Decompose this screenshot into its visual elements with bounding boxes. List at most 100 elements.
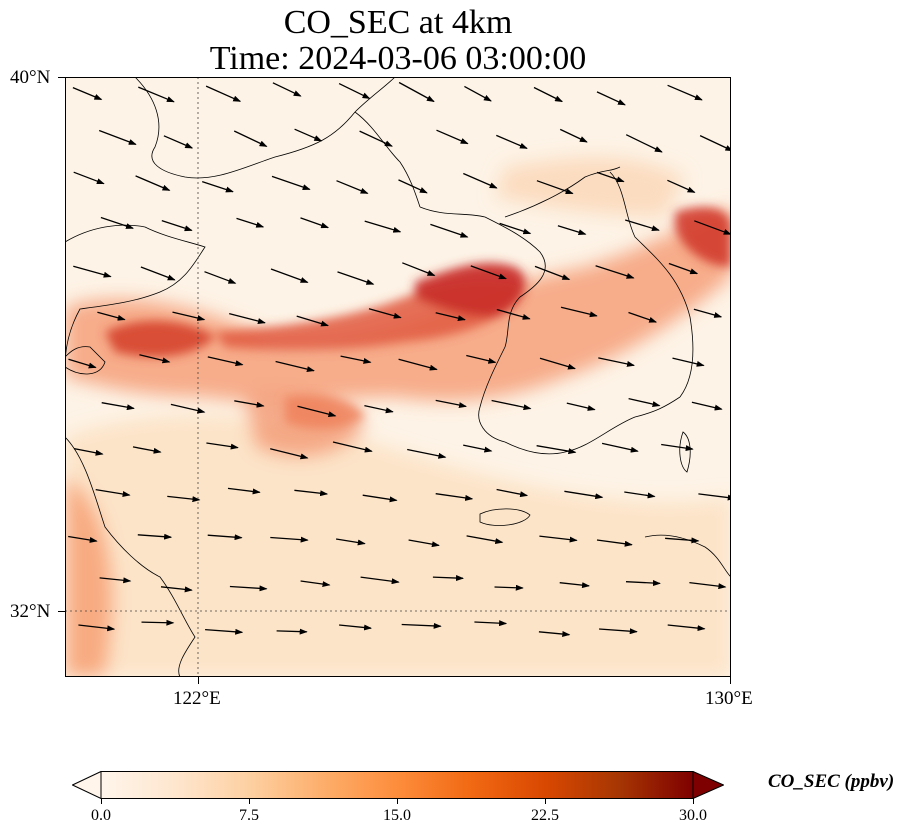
wind-arrow <box>474 620 508 627</box>
wind-arrow <box>667 179 696 193</box>
wind-arrow <box>132 446 162 454</box>
wind-arrow <box>564 490 604 500</box>
wind-arrow <box>665 537 700 544</box>
wind-arrow <box>470 265 507 280</box>
wind-arrow <box>140 266 176 281</box>
wind-arrow <box>398 179 428 194</box>
wind-arrow <box>207 356 244 367</box>
wind-arrow <box>402 262 436 277</box>
wind-arrow <box>137 533 173 540</box>
coastlines <box>65 77 731 677</box>
wind-arrow <box>170 403 206 414</box>
lon-tick-122 <box>198 677 199 684</box>
wind-arrow <box>538 631 571 638</box>
wind-arrow <box>533 86 563 103</box>
wind-arrow <box>560 306 598 318</box>
wind-arrow <box>236 217 265 228</box>
wind-arrow <box>432 575 464 582</box>
lat-label-40: 40°N <box>10 67 51 88</box>
wind-arrow <box>100 216 134 229</box>
map-gridlines <box>65 77 731 677</box>
map-panel <box>65 77 731 677</box>
wind-arrow <box>340 355 372 364</box>
wind-arrow <box>73 265 112 278</box>
wind-arrow <box>463 444 493 453</box>
wind-arrow <box>698 493 731 501</box>
wind-arrow <box>135 175 171 191</box>
wind-arrow <box>161 219 193 232</box>
wind-arrow <box>207 534 243 541</box>
wind-arrow <box>566 402 596 411</box>
wind-arrow <box>98 129 137 146</box>
wind-arrow <box>229 312 266 324</box>
wind-arrow <box>599 628 638 635</box>
wind-arrow <box>339 624 372 631</box>
wind-arrow <box>628 311 658 323</box>
wind-arrow <box>201 180 234 193</box>
wind-arrow <box>138 86 175 103</box>
wind-arrow <box>270 536 309 543</box>
lat-tick-32 <box>58 611 65 612</box>
wind-arrow <box>364 404 394 414</box>
wind-arrow <box>359 130 393 147</box>
jeju-island <box>479 508 531 526</box>
map-title-line1: CO_SEC at 4km <box>283 4 513 41</box>
colorbar-extend-max <box>692 771 724 799</box>
korea-east-coast <box>609 171 694 398</box>
wind-arrow <box>68 358 97 369</box>
korea-north-border <box>504 166 621 218</box>
wind-arrow <box>233 130 268 147</box>
colorbar <box>72 771 724 799</box>
wind-arrow <box>436 129 469 145</box>
wind-arrow <box>435 312 466 321</box>
wind-arrow <box>271 175 311 191</box>
wind-arrow <box>227 487 261 495</box>
wind-arrow <box>72 87 103 101</box>
wind-arrow <box>596 171 625 183</box>
wind-arrow <box>204 271 237 284</box>
wind-arrow <box>496 134 528 149</box>
wind-arrow <box>360 576 400 585</box>
colorbar-tick-mark <box>249 798 250 804</box>
wind-arrow <box>499 222 532 235</box>
wind-arrow <box>78 624 116 632</box>
wind-arrow <box>270 448 309 460</box>
wind-arrow <box>296 315 329 327</box>
colorbar-tick-label: 7.5 <box>239 807 259 824</box>
colorbar-tick-label: 15.0 <box>383 807 411 824</box>
colorbar-title: CO_SEC (ppbv) <box>768 771 895 792</box>
wind-arrow <box>167 495 201 503</box>
colorbar-tick-mark <box>693 798 694 804</box>
wind-arrow <box>407 448 447 459</box>
colorbar-tick-label: 0.0 <box>91 807 111 824</box>
wind-arrow <box>99 577 132 584</box>
wind-arrow <box>699 135 731 152</box>
wind-arrow <box>496 308 531 320</box>
korea-south-coast <box>504 396 681 455</box>
colorbar-tick-mark <box>545 798 546 804</box>
wind-arrow <box>596 539 633 547</box>
wind-arrow <box>398 81 435 103</box>
wind-arrow <box>668 262 699 275</box>
wind-arrow <box>491 399 532 411</box>
wind-arrow <box>276 628 308 635</box>
lat-label-32: 32°N <box>10 601 51 622</box>
wind-arrow <box>559 582 590 589</box>
liaodong-coast <box>354 111 421 208</box>
colorbar-gradient <box>100 771 694 799</box>
wind-arrow <box>672 357 705 367</box>
wind-arrow <box>693 308 723 318</box>
lat-tick-40 <box>58 77 65 78</box>
wind-arrow <box>596 91 626 106</box>
wind-arrow <box>466 535 504 545</box>
wind-arrow <box>691 401 723 411</box>
colorbar-tick-label: 22.5 <box>531 807 559 824</box>
wind-arrow <box>624 491 656 499</box>
wind-arrow <box>601 442 639 453</box>
wind-arrow <box>625 134 663 153</box>
wind-arrow <box>362 494 398 503</box>
wind-arrow <box>536 180 574 195</box>
wind-arrow <box>368 308 402 319</box>
colorbar-tick-mark <box>397 798 398 804</box>
wind-arrow <box>364 220 402 233</box>
